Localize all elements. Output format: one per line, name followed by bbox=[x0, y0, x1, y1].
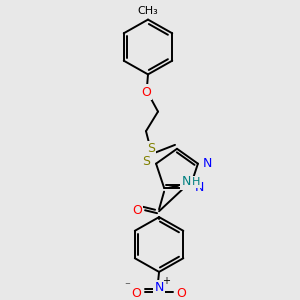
Text: +: + bbox=[162, 276, 170, 286]
Text: O: O bbox=[141, 85, 151, 98]
Text: N: N bbox=[154, 281, 164, 294]
Text: N: N bbox=[203, 157, 213, 170]
Text: ⁻: ⁻ bbox=[124, 282, 130, 292]
Text: N: N bbox=[195, 181, 205, 194]
Text: O: O bbox=[132, 204, 142, 217]
Text: O: O bbox=[131, 287, 141, 300]
Text: CH₃: CH₃ bbox=[138, 6, 158, 16]
Text: H: H bbox=[192, 177, 200, 187]
Text: O: O bbox=[176, 287, 186, 300]
Text: S: S bbox=[147, 142, 155, 155]
Text: S: S bbox=[142, 155, 150, 168]
Text: N: N bbox=[182, 176, 191, 188]
